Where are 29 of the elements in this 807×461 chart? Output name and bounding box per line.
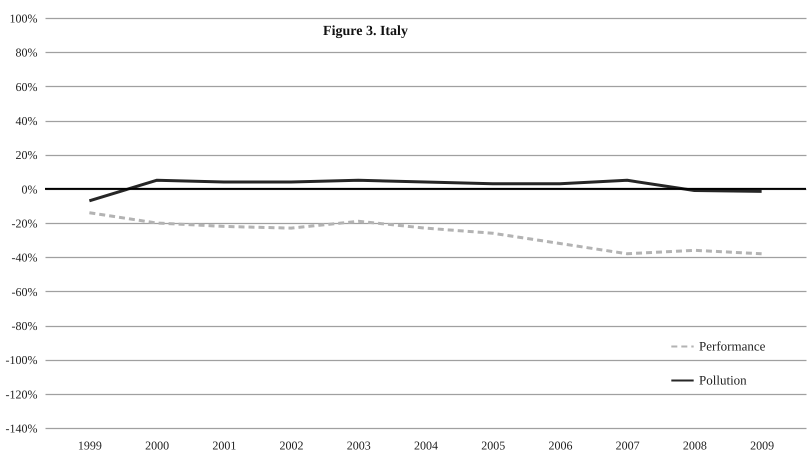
y-tick-label: -100% xyxy=(6,353,38,368)
line-series xyxy=(88,211,764,256)
x-tick-label: 1999 xyxy=(78,438,102,452)
y-tick-label: 60% xyxy=(16,80,38,94)
line-series xyxy=(88,178,764,202)
x-tick-label: 2000 xyxy=(145,438,170,452)
legend-label: Pollution xyxy=(699,372,748,388)
y-tick-label: 40% xyxy=(16,114,38,128)
x-tick-label: 2003 xyxy=(346,438,371,452)
y-tick-label: -80% xyxy=(12,319,38,333)
y-tick-label: 100% xyxy=(10,12,38,26)
y-tick-label: -60% xyxy=(12,284,38,299)
x-tick-label: 2008 xyxy=(682,438,707,452)
x-tick-label: 2002 xyxy=(280,438,304,452)
legend-label: Performance xyxy=(699,338,766,354)
x-tick-label: 2007 xyxy=(616,438,640,452)
y-tick-label: 20% xyxy=(16,148,38,162)
x-tick-label: 2009 xyxy=(750,438,774,452)
y-tick-label: -140% xyxy=(6,422,38,436)
y-tick-label: -120% xyxy=(6,387,38,402)
y-tick-label: -40% xyxy=(12,250,38,265)
chart-title: Figure 3. Italy xyxy=(323,24,408,39)
x-tick-label: 2004 xyxy=(414,438,438,452)
x-tick-label: 2006 xyxy=(548,438,572,452)
y-tick-label: 0% xyxy=(22,182,38,196)
y-tick-label: -20% xyxy=(12,216,38,230)
x-tick-label: 2001 xyxy=(212,438,236,452)
y-tick-label: 80% xyxy=(16,46,38,60)
x-tick-label: 2005 xyxy=(481,438,506,452)
